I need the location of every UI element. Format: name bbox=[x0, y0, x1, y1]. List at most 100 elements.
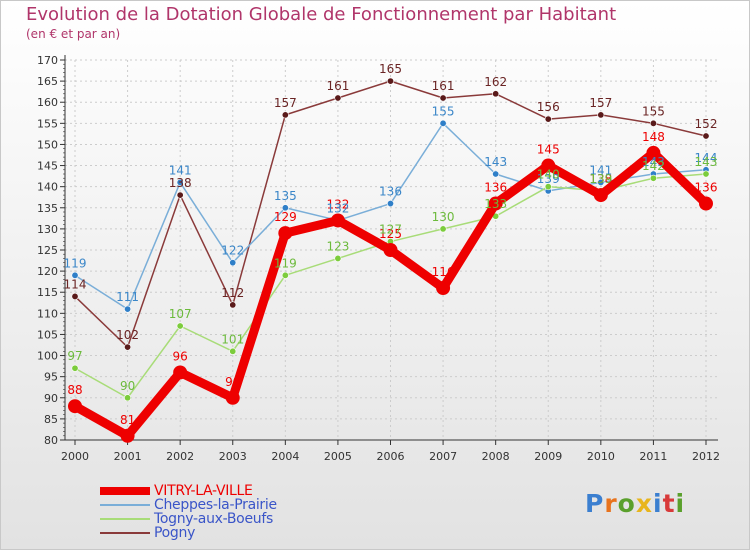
legend-swatch bbox=[100, 504, 150, 506]
y-tick-label: 100 bbox=[37, 350, 58, 363]
data-label: 139 bbox=[537, 172, 560, 186]
data-label: 107 bbox=[169, 307, 192, 321]
data-label: 133 bbox=[484, 197, 507, 211]
legend-item-cheppes[interactable]: Cheppes-la-Prairie bbox=[100, 498, 320, 512]
chart-subtitle: (en € et par an) bbox=[26, 27, 121, 41]
logo-letter: r bbox=[604, 489, 618, 518]
x-tick-label: 2012 bbox=[692, 450, 720, 463]
data-label: 152 bbox=[695, 117, 718, 131]
legend-swatch bbox=[100, 532, 150, 534]
logo-letter: t bbox=[662, 489, 676, 518]
x-tick-label: 2007 bbox=[429, 450, 457, 463]
data-label: 157 bbox=[589, 96, 612, 110]
data-label: 138 bbox=[169, 176, 192, 190]
y-tick-label: 165 bbox=[37, 75, 58, 88]
data-label: 143 bbox=[695, 155, 718, 169]
x-tick-label: 2002 bbox=[166, 450, 194, 463]
data-point bbox=[702, 132, 710, 140]
data-point bbox=[229, 301, 237, 309]
y-tick-label: 105 bbox=[37, 328, 58, 341]
data-point bbox=[597, 111, 605, 119]
data-label: 139 bbox=[589, 172, 612, 186]
data-label: 156 bbox=[537, 100, 560, 114]
y-tick-label: 85 bbox=[44, 413, 58, 426]
data-point bbox=[124, 394, 132, 402]
data-label: 114 bbox=[64, 277, 87, 291]
x-tick-label: 2005 bbox=[324, 450, 352, 463]
data-label: 138 bbox=[589, 172, 612, 186]
legend-swatch bbox=[100, 518, 150, 520]
data-label: 157 bbox=[274, 96, 297, 110]
data-label: 143 bbox=[484, 155, 507, 169]
logo-letter: x bbox=[635, 489, 653, 518]
data-point bbox=[386, 200, 394, 208]
logo-letter: i bbox=[675, 489, 686, 518]
data-point bbox=[334, 94, 342, 102]
data-point bbox=[173, 365, 188, 380]
data-label: 101 bbox=[221, 332, 244, 346]
x-tick-label: 2003 bbox=[219, 450, 247, 463]
data-point bbox=[330, 213, 345, 228]
series-pogny bbox=[71, 77, 710, 351]
y-tick-label: 115 bbox=[37, 286, 58, 299]
series-layer bbox=[68, 77, 713, 443]
data-label: 136 bbox=[484, 181, 507, 195]
data-point bbox=[702, 170, 710, 178]
data-point bbox=[176, 322, 184, 330]
y-tick-label: 140 bbox=[37, 181, 58, 194]
data-point bbox=[386, 77, 394, 85]
data-point bbox=[281, 204, 289, 212]
data-point bbox=[593, 188, 608, 203]
legend-item-vitry[interactable]: VITRY-LA-VILLE bbox=[100, 484, 320, 498]
data-label: 119 bbox=[274, 256, 297, 270]
data-point bbox=[229, 347, 237, 355]
data-point bbox=[225, 390, 240, 405]
data-label: 127 bbox=[379, 223, 402, 237]
logo-letter: o bbox=[617, 489, 636, 518]
x-tick-label: 2001 bbox=[114, 450, 142, 463]
data-label: 122 bbox=[221, 244, 244, 258]
y-tick-label: 135 bbox=[37, 202, 58, 215]
data-label: 162 bbox=[484, 75, 507, 89]
y-tick-label: 120 bbox=[37, 265, 58, 278]
data-label: 90 bbox=[120, 379, 135, 393]
y-tick-label: 170 bbox=[37, 54, 58, 67]
legend-label: Togny-aux-Boeufs bbox=[154, 511, 273, 527]
data-label: 135 bbox=[274, 189, 297, 203]
logo-letter: i bbox=[653, 489, 663, 518]
y-tick-label: 130 bbox=[37, 223, 58, 236]
data-label: 165 bbox=[379, 62, 402, 76]
x-tick-label: 2006 bbox=[377, 450, 405, 463]
data-point bbox=[699, 196, 713, 211]
y-tick-label: 155 bbox=[37, 117, 58, 130]
data-point bbox=[334, 254, 342, 262]
y-tick-label: 90 bbox=[44, 392, 58, 405]
data-point bbox=[281, 271, 289, 279]
proxiti-logo: Proxiti bbox=[585, 489, 685, 518]
data-label: 143 bbox=[642, 155, 665, 169]
data-point bbox=[649, 174, 657, 182]
y-tick-label: 150 bbox=[37, 138, 58, 151]
data-point bbox=[544, 183, 552, 191]
axes: 80 85 90 95 100 105 110 115 120 125 130 135 140 145 15… bbox=[37, 54, 720, 463]
data-label: 155 bbox=[642, 104, 665, 118]
legend-item-togny[interactable]: Togny-aux-Boeufs bbox=[100, 512, 320, 526]
series-vitry-la-ville bbox=[68, 145, 713, 443]
data-point bbox=[124, 305, 132, 313]
data-label: 97 bbox=[67, 349, 82, 363]
x-tick-label: 2011 bbox=[639, 450, 667, 463]
data-point bbox=[71, 364, 79, 372]
data-point bbox=[176, 191, 184, 199]
data-point bbox=[544, 115, 552, 123]
data-label: 161 bbox=[326, 79, 349, 93]
data-label: 90 bbox=[225, 375, 240, 389]
legend-item-pogny[interactable]: Pogny bbox=[100, 526, 320, 540]
y-tick-label: 160 bbox=[37, 96, 58, 109]
y-tick-label: 145 bbox=[37, 160, 58, 173]
data-label: 125 bbox=[379, 227, 402, 241]
data-label: 132 bbox=[326, 201, 349, 215]
data-point bbox=[281, 111, 289, 119]
data-label: 111 bbox=[116, 290, 139, 304]
y-tick-label: 125 bbox=[37, 244, 58, 257]
data-point bbox=[492, 90, 500, 98]
